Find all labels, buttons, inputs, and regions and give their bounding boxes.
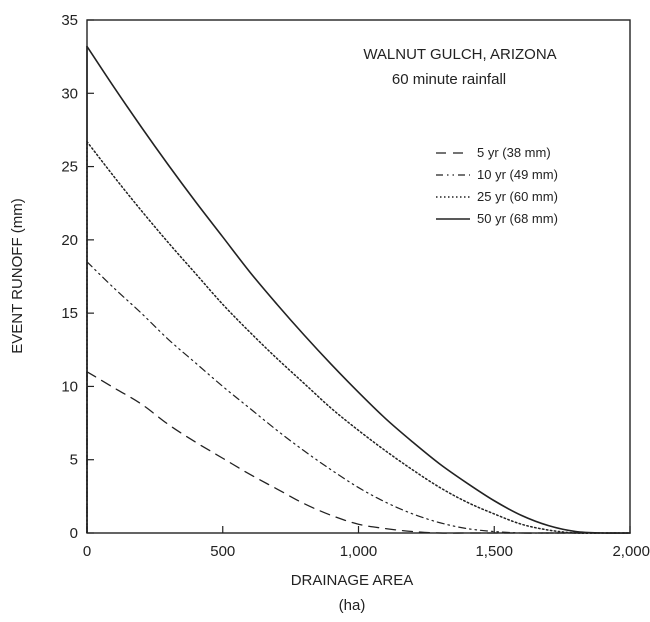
y-tick-label: 35 — [61, 12, 78, 29]
series-line-4 — [86, 45, 631, 534]
y-axis: 0 5 10 15 20 25 30 35 — [61, 12, 94, 542]
legend-label: 25 yr (60 mm) — [477, 189, 558, 204]
plot-frame — [86, 19, 631, 534]
y-axis-title: EVENT RUNOFF (mm) — [9, 198, 26, 354]
y-tick-label: 20 — [61, 232, 78, 249]
x-tick-label: 1,000 — [340, 543, 378, 560]
y-tick-label: 5 — [70, 452, 78, 469]
x-tick-label: 500 — [210, 543, 235, 560]
legend-label: 10 yr (49 mm) — [477, 167, 558, 182]
y-tick-label: 0 — [70, 525, 78, 542]
x-axis-unit: (ha) — [339, 597, 366, 614]
legend: 5 yr (38 mm) 10 yr (49 mm) 25 yr (60 mm) 50… — [436, 145, 558, 226]
series-line-3 — [86, 140, 631, 534]
legend-label: 5 yr (38 mm) — [477, 145, 551, 160]
annotation-rainfall-duration: 60 minute rainfall — [392, 71, 506, 88]
y-tick-label: 25 — [61, 159, 78, 176]
legend-label: 50 yr (68 mm) — [477, 211, 558, 226]
series-layer — [86, 45, 631, 534]
y-tick-label: 30 — [61, 85, 78, 102]
x-axis-title: DRAINAGE AREA — [291, 572, 414, 589]
y-tick-label: 10 — [61, 378, 78, 395]
annotation-site-name: WALNUT GULCH, ARIZONA — [363, 46, 556, 63]
x-tick-label: 0 — [83, 543, 91, 560]
x-axis: 0 500 1,000 1,500 2,000 — [83, 526, 650, 560]
series-line-1 — [86, 371, 631, 534]
x-tick-label: 2,000 — [612, 543, 650, 560]
y-tick-label: 15 — [61, 305, 78, 322]
series-line-2 — [86, 261, 631, 534]
x-tick-label: 1,500 — [475, 543, 513, 560]
